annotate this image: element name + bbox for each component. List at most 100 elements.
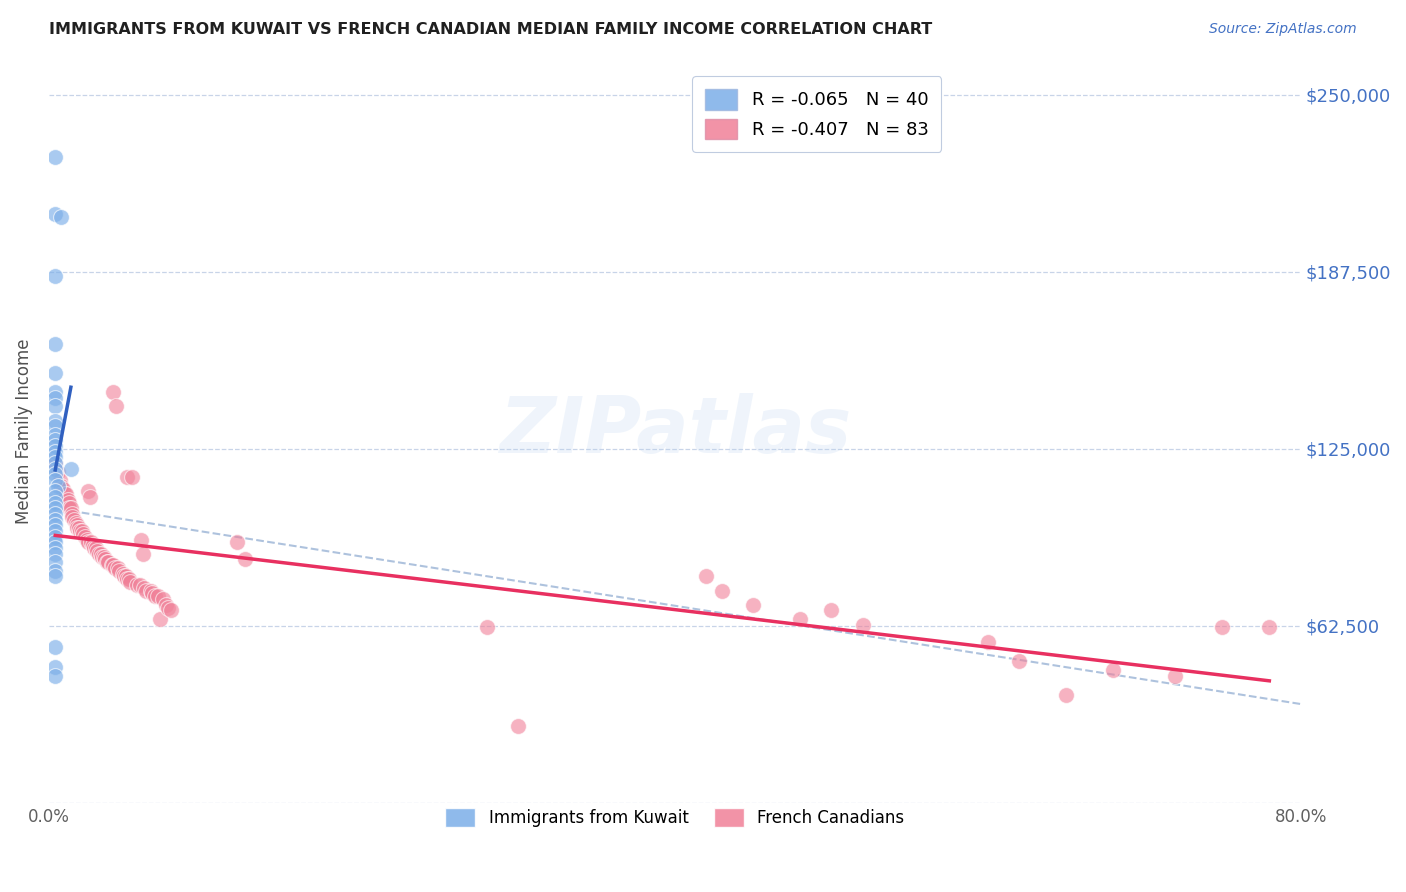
Point bbox=[134, 581, 156, 595]
Point bbox=[62, 507, 84, 521]
Point bbox=[44, 414, 66, 428]
Point bbox=[160, 603, 183, 617]
Point bbox=[44, 473, 66, 487]
Point bbox=[44, 547, 66, 561]
Point bbox=[120, 575, 142, 590]
Point bbox=[51, 479, 73, 493]
Point bbox=[65, 516, 87, 530]
Point bbox=[148, 589, 170, 603]
Point bbox=[49, 473, 72, 487]
Point bbox=[1102, 663, 1125, 677]
Point bbox=[44, 207, 66, 221]
Point bbox=[59, 462, 82, 476]
Point bbox=[710, 583, 733, 598]
Point bbox=[44, 541, 66, 555]
Point bbox=[851, 617, 873, 632]
Point bbox=[112, 569, 135, 583]
Point bbox=[789, 612, 811, 626]
Point bbox=[145, 589, 167, 603]
Point bbox=[62, 510, 84, 524]
Point bbox=[80, 535, 103, 549]
Point bbox=[107, 561, 129, 575]
Point bbox=[44, 555, 66, 569]
Point bbox=[77, 535, 100, 549]
Point bbox=[44, 507, 66, 521]
Point bbox=[101, 385, 124, 400]
Point bbox=[44, 524, 66, 538]
Point bbox=[44, 269, 66, 284]
Point bbox=[69, 524, 91, 538]
Point bbox=[101, 558, 124, 573]
Point bbox=[58, 496, 80, 510]
Point bbox=[742, 598, 765, 612]
Point bbox=[79, 490, 101, 504]
Point bbox=[66, 518, 89, 533]
Point bbox=[66, 521, 89, 535]
Point bbox=[73, 530, 96, 544]
Point bbox=[94, 552, 117, 566]
Point bbox=[44, 385, 66, 400]
Point bbox=[70, 524, 93, 538]
Point bbox=[44, 569, 66, 583]
Point bbox=[86, 544, 108, 558]
Point bbox=[44, 640, 66, 655]
Point bbox=[141, 586, 163, 600]
Point bbox=[1164, 668, 1187, 682]
Point bbox=[44, 337, 66, 351]
Point bbox=[114, 569, 136, 583]
Point bbox=[56, 492, 79, 507]
Point bbox=[90, 547, 112, 561]
Point bbox=[129, 533, 152, 547]
Point bbox=[48, 479, 70, 493]
Point bbox=[44, 490, 66, 504]
Point bbox=[475, 620, 498, 634]
Point bbox=[977, 634, 1000, 648]
Point bbox=[128, 578, 150, 592]
Point bbox=[225, 535, 247, 549]
Point bbox=[108, 564, 131, 578]
Point bbox=[44, 513, 66, 527]
Point bbox=[44, 427, 66, 442]
Point bbox=[44, 496, 66, 510]
Point bbox=[115, 470, 138, 484]
Point bbox=[91, 549, 114, 564]
Point bbox=[44, 530, 66, 544]
Point bbox=[83, 541, 105, 555]
Point bbox=[63, 513, 86, 527]
Text: Source: ZipAtlas.com: Source: ZipAtlas.com bbox=[1209, 22, 1357, 37]
Point bbox=[132, 547, 155, 561]
Point bbox=[105, 400, 128, 414]
Point bbox=[84, 541, 107, 555]
Point bbox=[44, 467, 66, 482]
Point bbox=[1054, 689, 1077, 703]
Point bbox=[100, 558, 122, 573]
Point bbox=[48, 465, 70, 479]
Text: ZIPatlas: ZIPatlas bbox=[499, 393, 851, 469]
Point bbox=[44, 660, 66, 674]
Point bbox=[72, 527, 94, 541]
Point bbox=[58, 501, 80, 516]
Point bbox=[695, 569, 717, 583]
Point bbox=[55, 487, 77, 501]
Point bbox=[44, 484, 66, 499]
Point bbox=[139, 583, 162, 598]
Point bbox=[93, 549, 115, 564]
Text: IMMIGRANTS FROM KUWAIT VS FRENCH CANADIAN MEDIAN FAMILY INCOME CORRELATION CHART: IMMIGRANTS FROM KUWAIT VS FRENCH CANADIA… bbox=[49, 22, 932, 37]
Point bbox=[76, 533, 98, 547]
Point bbox=[104, 561, 127, 575]
Legend: Immigrants from Kuwait, French Canadians: Immigrants from Kuwait, French Canadians bbox=[437, 799, 912, 836]
Point bbox=[135, 583, 157, 598]
Point bbox=[121, 470, 143, 484]
Point bbox=[44, 518, 66, 533]
Point bbox=[155, 598, 177, 612]
Point bbox=[87, 547, 110, 561]
Point bbox=[115, 572, 138, 586]
Point bbox=[1008, 654, 1031, 668]
Point bbox=[44, 456, 66, 470]
Point bbox=[44, 434, 66, 448]
Point bbox=[96, 555, 118, 569]
Point bbox=[152, 592, 174, 607]
Point bbox=[82, 538, 104, 552]
Point bbox=[125, 578, 148, 592]
Point bbox=[233, 552, 256, 566]
